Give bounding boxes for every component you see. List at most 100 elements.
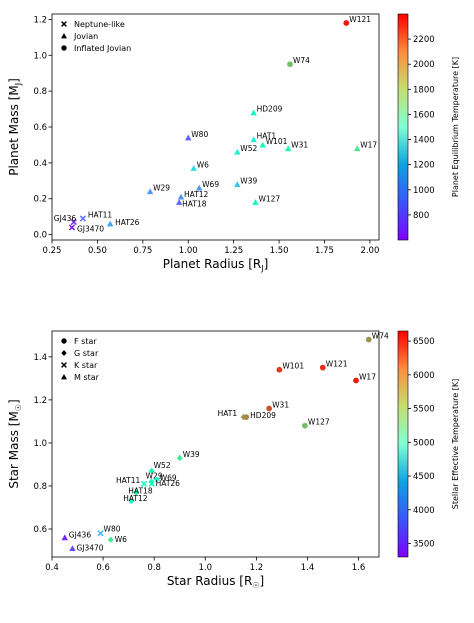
point-label: GJ436 [54, 214, 77, 223]
point-label: W6 [115, 535, 127, 544]
colorbar-tick-label: 1600 [413, 110, 435, 120]
planet-mass-radius-panel: 0.25 0.50 0.75 1.00 1.25 1.50 1.75 2.00 0.0 0.2 0.… [7, 13, 460, 273]
x-tick-label: 0.75 [133, 246, 152, 256]
data-point-w101 [276, 366, 283, 373]
data-point-gj436 [70, 218, 77, 226]
x-tick-label: 0.4 [45, 563, 59, 573]
x-tick-label: 0.50 [88, 246, 107, 256]
legend-marker-triangle [61, 374, 67, 380]
x-tick-label: 1.00 [179, 246, 198, 256]
data-point-hat12 [128, 497, 135, 505]
data-point-hd209 [243, 414, 250, 420]
data-point-w74 [287, 61, 293, 68]
data-point-w80 [185, 134, 192, 141]
point-label: W39 [240, 176, 257, 185]
data-point-w121 [319, 364, 326, 371]
point-label: HAT12 [123, 494, 148, 503]
colorbar-tick-label: 1200 [413, 161, 435, 171]
legend-entry: Inflated Jovian [74, 44, 131, 53]
data-point-hat26 [106, 220, 114, 227]
colorbar-tick-label: 1400 [413, 136, 435, 146]
y-tick-label: 0.0 [33, 231, 47, 241]
point-label: HAT26 [156, 479, 181, 488]
colorbar-tick-label: 4000 [413, 506, 435, 516]
colorbar-tick-label: 3500 [413, 540, 435, 550]
point-label: W121 [326, 360, 348, 369]
point-label: GJ3470 [77, 224, 104, 233]
point-label: W80 [191, 130, 208, 139]
point-label: W52 [240, 144, 257, 153]
legend-marker-diamond [61, 350, 67, 356]
point-label: W29 [146, 472, 163, 481]
data-point-w52 [148, 467, 155, 475]
point-label: W127 [308, 418, 330, 427]
data-point-w74 [365, 336, 372, 343]
colorbar-tick-label: 6000 [413, 371, 435, 381]
point-label: HAT1 [218, 409, 238, 418]
data-point-w6 [107, 536, 114, 543]
data-point-hat11 [79, 215, 86, 222]
x-tick-label: 0.8 [147, 563, 161, 573]
data-point-hat12 [177, 193, 185, 200]
data-point-w31 [266, 405, 273, 412]
point-label: W69 [202, 180, 219, 189]
colorbar-tick-label: 800 [413, 211, 429, 221]
colorbar-tick-label: 6500 [413, 337, 435, 347]
point-label: HAT12 [184, 190, 209, 199]
point-label: W39 [183, 450, 200, 459]
y-tick-label: 0.6 [33, 525, 47, 535]
star-mass-radius-panel: 0.4 0.6 0.8 1.0 1.2 1.4 1.6 0.6 0.8 1.0 1.2 1.4 Star… [7, 330, 460, 590]
point-label: W121 [349, 15, 371, 24]
colorbar-tick-label: 4500 [413, 472, 435, 482]
x-axis-title: Planet Radius [RJ] [163, 257, 269, 273]
legend-marker-circle [61, 45, 67, 51]
point-label: HAT18 [182, 199, 207, 208]
x-tick-label: 0.6 [96, 563, 110, 573]
data-point-hat18 [133, 489, 140, 496]
data-point-w39 [234, 181, 241, 187]
legend-entry: G star [74, 349, 99, 358]
point-label: HAT18 [128, 486, 153, 495]
x-tick-label: 2.00 [360, 246, 379, 256]
data-point-hat1 [250, 136, 257, 143]
data-point-hat18 [175, 199, 183, 205]
x-tick-label: 0.25 [43, 246, 62, 256]
data-point-w127 [302, 422, 308, 429]
x-tick-label: 1.25 [224, 246, 243, 256]
data-point-w101 [259, 141, 266, 148]
data-point-w39 [176, 454, 183, 462]
legend-marker-triangle [61, 33, 67, 39]
x-tick-label: 1.75 [315, 246, 334, 256]
point-label: W101 [282, 362, 304, 371]
x-tick-label: 1.2 [250, 563, 264, 573]
x-tick-label: 1.50 [270, 246, 289, 256]
point-label: HD209 [250, 411, 276, 420]
data-point-w121 [343, 20, 350, 26]
colorbar-tick-label: 5500 [413, 405, 435, 415]
point-label: W74 [372, 332, 389, 341]
y-tick-label: 1.2 [33, 396, 47, 406]
point-label: W52 [154, 461, 171, 470]
legend-entry: M star [74, 373, 100, 382]
legend-marker-circle [61, 338, 67, 344]
point-label: W101 [266, 137, 288, 146]
y-tick-label: 1.0 [33, 439, 47, 449]
colorbar-tick-label: 2200 [413, 35, 435, 45]
data-point-w17 [354, 145, 361, 152]
point-label: W69 [160, 474, 177, 483]
y-tick-label: 0.8 [33, 482, 47, 492]
data-point-gj436 [61, 534, 68, 541]
data-point-hd209 [250, 109, 257, 116]
legend-entry: Neptune-like [74, 20, 125, 29]
y-axis-title: Planet Mass [MJ] [7, 78, 23, 176]
point-label: W74 [293, 56, 310, 65]
y-tick-label: 0.2 [33, 195, 47, 205]
y-tick-label: 1.4 [33, 353, 47, 363]
y-tick-label: 1.2 [33, 15, 47, 25]
point-label: GJ3470 [76, 543, 103, 552]
colorbar-title: Planet Equilibrium Temperature [K] [451, 57, 460, 197]
colorbar [397, 13, 409, 241]
legend-entry: F star [74, 337, 97, 346]
point-label: HAT11 [88, 210, 113, 219]
